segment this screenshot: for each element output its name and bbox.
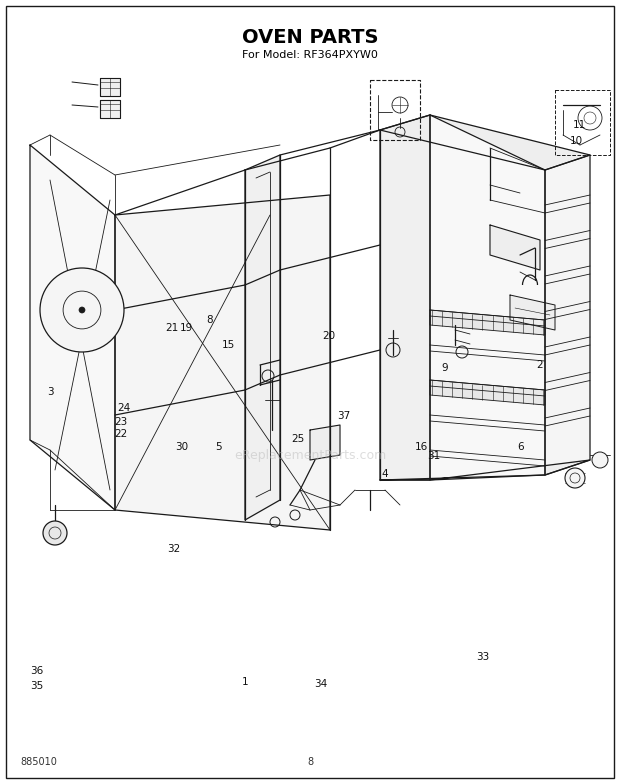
Text: OVEN PARTS: OVEN PARTS — [242, 28, 378, 47]
Polygon shape — [245, 155, 280, 520]
Polygon shape — [310, 425, 340, 460]
Text: 21: 21 — [166, 323, 179, 332]
Circle shape — [43, 521, 67, 545]
Polygon shape — [490, 225, 540, 270]
Text: For Model: RF364PXYW0: For Model: RF364PXYW0 — [242, 50, 378, 60]
Text: 31: 31 — [427, 452, 441, 461]
Polygon shape — [430, 380, 545, 405]
Text: 9: 9 — [442, 364, 448, 373]
Text: 35: 35 — [30, 681, 44, 691]
Circle shape — [40, 268, 124, 352]
Text: 8: 8 — [206, 315, 213, 325]
Text: eReplacementParts.com: eReplacementParts.com — [234, 448, 386, 462]
Polygon shape — [30, 145, 115, 510]
Text: 4: 4 — [381, 470, 388, 479]
Text: 32: 32 — [167, 544, 180, 554]
Text: 15: 15 — [221, 340, 235, 350]
Polygon shape — [380, 115, 430, 480]
Text: 30: 30 — [175, 442, 188, 452]
Circle shape — [79, 307, 85, 313]
Polygon shape — [380, 115, 590, 170]
Text: 33: 33 — [476, 652, 489, 662]
Text: 1: 1 — [242, 677, 248, 687]
Polygon shape — [510, 295, 555, 330]
Text: 37: 37 — [337, 411, 351, 420]
Text: 2: 2 — [536, 360, 542, 369]
Polygon shape — [100, 100, 120, 118]
Circle shape — [592, 452, 608, 468]
Text: 6: 6 — [518, 442, 524, 452]
Polygon shape — [380, 460, 590, 480]
Text: 11: 11 — [573, 121, 587, 130]
Text: 5: 5 — [215, 442, 221, 452]
Text: 20: 20 — [322, 331, 335, 340]
Text: 8: 8 — [307, 757, 313, 767]
Text: 23: 23 — [114, 417, 128, 426]
Text: 34: 34 — [314, 680, 327, 689]
Polygon shape — [430, 115, 545, 480]
Polygon shape — [100, 78, 120, 96]
Text: 19: 19 — [179, 323, 193, 332]
Polygon shape — [115, 195, 330, 530]
Text: 3: 3 — [48, 387, 54, 397]
Text: 10: 10 — [570, 136, 583, 146]
Text: 885010: 885010 — [20, 757, 57, 767]
Circle shape — [565, 468, 585, 488]
Polygon shape — [430, 310, 545, 335]
Polygon shape — [545, 155, 590, 475]
Text: 24: 24 — [117, 403, 131, 412]
Text: 16: 16 — [415, 442, 428, 452]
Text: 25: 25 — [291, 434, 304, 444]
Text: 22: 22 — [114, 429, 128, 438]
Text: 36: 36 — [30, 666, 44, 676]
